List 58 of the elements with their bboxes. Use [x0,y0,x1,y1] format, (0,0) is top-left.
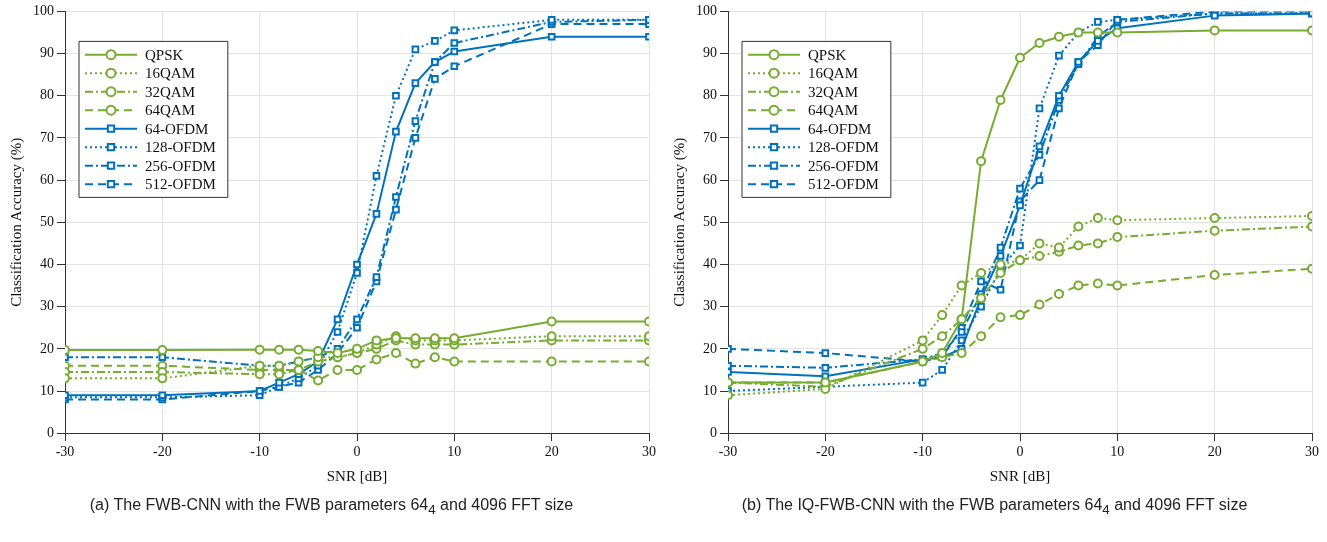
legend-label: 256-OFDM [145,157,216,174]
y-tick-label: 90 [703,45,717,61]
legend-label: QPSK [145,46,184,63]
legend-label: 16QAM [145,65,196,82]
legend-label: 128-OFDM [145,139,216,156]
y-tick-label: 40 [40,256,54,272]
legend-label: 64QAM [808,102,859,119]
y-tick-label: 20 [40,340,54,356]
legend-label: 128-OFDM [808,139,879,156]
y-tick-label: 70 [703,129,717,145]
y-tick-label: 100 [696,3,717,19]
y-tick-label: 0 [47,424,54,440]
legend-label: 64-OFDM [808,120,872,137]
y-tick-label: 70 [40,129,54,145]
y-tick-label: 50 [703,213,717,229]
text: (b) The IQ-FWB-CNN with the FWB parameters 64$_{4}$ and 4096 FFT size [740,496,1249,518]
x-tick-label: -30 [718,444,738,460]
legend-label: 64-OFDM [145,120,209,137]
y-tick-label: 50 [40,213,54,229]
y-tick-label: 20 [703,340,717,356]
y-axis-title: Classification Accuracy (%) [670,137,688,307]
y-tick-label: 30 [40,298,54,314]
x-tick-label: 20 [1207,444,1222,460]
legend-label: 32QAM [145,83,196,100]
y-tick-label: 30 [703,298,717,314]
x-tick-label: -30 [55,444,75,460]
x-tick-label: 10 [447,444,462,460]
legend-label: 32QAM [808,83,859,100]
y-tick-label: 60 [40,171,54,187]
y-tick-label: 80 [703,87,717,103]
x-tick-label: -10 [913,444,932,460]
x-tick-label: 30 [642,444,656,460]
y-tick-label: 90 [40,45,54,61]
y-tick-label: 60 [703,171,717,187]
x-tick-label: -10 [250,444,269,460]
y-tick-label: 0 [710,424,717,440]
y-tick-label: 10 [703,382,717,398]
x-tick-label: 30 [1305,444,1319,460]
legend-label: QPSK [808,46,847,63]
y-tick-label: 10 [40,382,54,398]
text: (a) The FWB-CNN with the FWB parameters 64$_{4}$ and 4096 FFT size [88,496,575,518]
legend-label: 512-OFDM [808,176,879,193]
y-tick-label: 80 [40,87,54,103]
x-tick-label: 0 [353,444,361,460]
x-axis-title: SNR [dB] [989,467,1051,484]
x-tick-label: 0 [1016,444,1024,460]
x-tick-label: -20 [153,444,172,460]
y-tick-label: 100 [33,3,54,19]
x-axis-title: SNR [dB] [326,467,388,484]
x-tick-label: -20 [816,444,835,460]
legend-label: 16QAM [808,65,859,82]
y-axis-title: Classification Accuracy (%) [7,137,25,307]
legend-label: 512-OFDM [145,176,216,193]
legend-label: 256-OFDM [808,157,879,174]
legend-label: 64QAM [145,102,196,119]
x-tick-label: 10 [1110,444,1125,460]
y-tick-label: 40 [703,256,717,272]
x-tick-label: 20 [544,444,559,460]
